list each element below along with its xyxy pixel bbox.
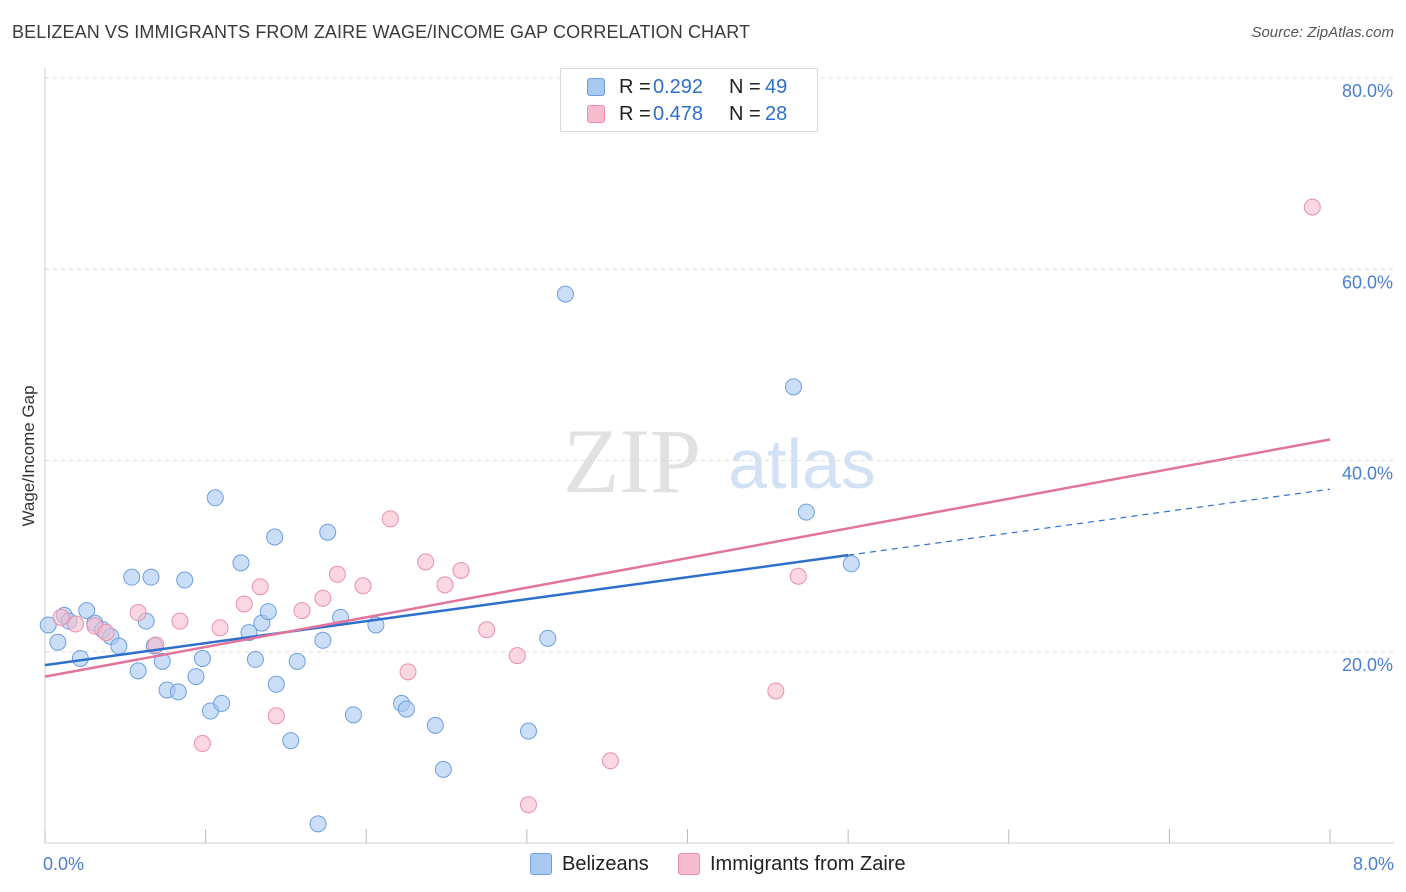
point-belizeans (319, 523, 337, 541)
y-tick-label: 20.0% (1342, 655, 1393, 675)
y-tick-label: 40.0% (1342, 464, 1393, 484)
point-zaire (328, 565, 346, 583)
legend-r-value: 0.292 (653, 75, 704, 98)
point-zaire (354, 577, 372, 595)
bottom-legend-swatch-pink (678, 853, 700, 875)
point-belizeans (785, 378, 803, 396)
point-zaire (1303, 198, 1321, 216)
legend-row-belizeans: R = 0.292 N = 49 (587, 73, 787, 101)
legend-n-label: N = (729, 75, 761, 98)
point-belizeans (206, 489, 224, 507)
point-zaire (211, 619, 229, 637)
point-zaire (381, 510, 399, 528)
point-belizeans (519, 722, 537, 740)
point-belizeans (142, 568, 160, 586)
point-zaire (508, 647, 526, 665)
point-zaire (52, 608, 70, 626)
bottom-legend-zaire: Immigrants from Zaire (678, 850, 906, 878)
point-belizeans (426, 716, 444, 734)
point-belizeans (539, 629, 557, 647)
legend-n-value: 49 (765, 75, 788, 98)
legend-r-label: R = (619, 102, 651, 125)
point-belizeans (259, 603, 277, 621)
point-zaire (417, 553, 435, 571)
y-tick-labels: 20.0% 40.0% 60.0% 80.0% (1342, 81, 1393, 675)
point-belizeans (842, 555, 860, 573)
point-belizeans (176, 571, 194, 589)
point-zaire (452, 561, 470, 579)
point-belizeans (232, 554, 250, 572)
point-belizeans (49, 633, 67, 651)
point-zaire (67, 615, 85, 633)
point-zaire (601, 752, 619, 770)
watermark-atlas: atlas (728, 425, 876, 503)
point-zaire (519, 796, 537, 814)
point-belizeans (282, 732, 300, 750)
legend-row-zaire: R = 0.478 N = 28 (587, 100, 787, 128)
point-belizeans (129, 662, 147, 680)
chart-title: BELIZEAN VS IMMIGRANTS FROM ZAIRE WAGE/I… (12, 22, 751, 42)
source-label: Source: ZipAtlas.com (1251, 24, 1394, 41)
bottom-legend-label-belizeans: Belizeans (562, 852, 649, 875)
bottom-legend-label-zaire: Immigrants from Zaire (710, 852, 906, 875)
point-belizeans (123, 568, 141, 586)
trend-lines (44, 438, 1331, 678)
trend-line-belizeans (44, 553, 849, 667)
legend-n-label: N = (729, 102, 761, 125)
x-ticks (44, 829, 1331, 843)
point-belizeans (39, 616, 57, 634)
point-zaire (129, 604, 147, 622)
x-tick-label-max: 8.0% (1353, 854, 1394, 874)
scatter-points (39, 198, 1321, 833)
point-belizeans (397, 700, 415, 718)
point-zaire (293, 602, 311, 620)
bottom-legend-swatch-blue (530, 853, 552, 875)
legend-n-value: 28 (765, 102, 788, 125)
point-belizeans (187, 668, 205, 686)
point-zaire (251, 578, 269, 596)
point-belizeans (288, 652, 306, 670)
point-belizeans (266, 528, 284, 546)
point-zaire (171, 612, 189, 630)
point-zaire (436, 576, 454, 594)
legend-swatch-pink (587, 105, 605, 123)
point-zaire (314, 589, 332, 607)
point-belizeans (309, 815, 327, 833)
point-belizeans (344, 706, 362, 724)
point-belizeans (556, 285, 574, 303)
x-tick-label-min: 0.0% (43, 854, 84, 874)
legend-r-value: 0.478 (653, 102, 704, 125)
trend-line-belizeans-extension (848, 488, 1331, 556)
point-belizeans (169, 683, 187, 701)
point-belizeans (434, 760, 452, 778)
y-tick-label: 80.0% (1342, 81, 1393, 101)
point-belizeans (110, 637, 128, 655)
point-belizeans (213, 694, 231, 712)
bottom-legend-belizeans: Belizeans (530, 850, 649, 878)
legend-swatch-blue (587, 78, 605, 96)
y-tick-label: 60.0% (1342, 272, 1393, 292)
axes (44, 68, 1394, 844)
point-belizeans (797, 503, 815, 521)
point-zaire (789, 567, 807, 585)
point-belizeans (314, 631, 332, 649)
point-belizeans (267, 675, 285, 693)
legend-r-label: R = (619, 75, 651, 98)
point-zaire (235, 595, 253, 613)
point-zaire (478, 621, 496, 639)
point-zaire (767, 682, 785, 700)
trend-line-zaire (44, 438, 1331, 678)
point-zaire (267, 707, 285, 725)
point-belizeans (78, 602, 96, 620)
point-zaire (399, 663, 417, 681)
point-belizeans (193, 649, 211, 667)
y-axis-label: Wage/Income Gap (19, 385, 38, 526)
point-belizeans (153, 652, 171, 670)
point-belizeans (246, 650, 264, 668)
point-zaire (97, 624, 115, 642)
point-zaire (193, 735, 211, 753)
legend: R = 0.292 N = 49 R = 0.478 N = 28 (560, 68, 818, 132)
